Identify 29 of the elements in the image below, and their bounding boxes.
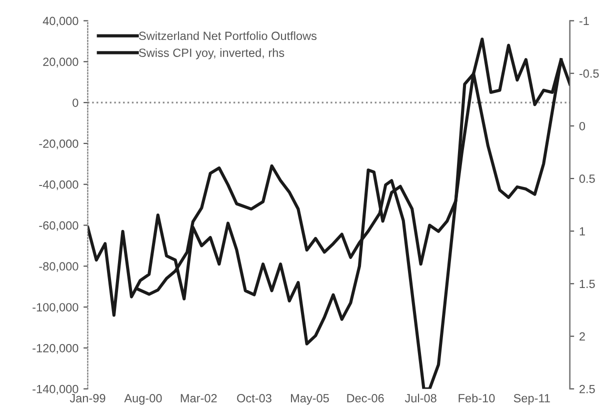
x-tick-label: Feb-10	[458, 394, 495, 402]
y-tick-label: -20,000	[39, 139, 78, 150]
y-tick-label: -80,000	[39, 262, 78, 272]
y-tick-label: -140,000	[32, 384, 78, 395]
legend-label: Swiss CPI yoy, inverted, rhs	[139, 48, 284, 60]
x-tick-label: Oct-03	[237, 394, 272, 402]
y-tick-label: -40,000	[39, 180, 78, 190]
y-tick-label: -120,000	[32, 344, 78, 354]
y2-tick-label: 2.5	[580, 384, 595, 394]
y2-tick-label: 1	[580, 227, 585, 236]
x-tick-label: Aug-00	[124, 394, 162, 405]
y2-tick-label: 0.5	[579, 174, 595, 183]
x-tick-label: Jul-08	[404, 394, 436, 402]
y2-tick-label: 1.5	[580, 280, 595, 288]
y-tick-label: 40,000	[42, 16, 78, 27]
x-tick-label: Mar-02	[180, 394, 217, 402]
y2-tick-label: 0	[579, 122, 586, 130]
x-tick-label: Dec-06	[347, 394, 384, 402]
y-tick-label: 20,000	[43, 58, 78, 68]
legend-label: Switzerland Net Portfolio Outflows	[139, 31, 317, 40]
y2-tick-label: -1	[579, 16, 589, 26]
y-tick-label: 0	[72, 98, 78, 107]
y2-tick-label: 2	[580, 332, 585, 341]
x-tick-label: Jan-99	[70, 394, 106, 402]
y-tick-label: -60,000	[39, 221, 78, 232]
x-tick-label: Sep-11	[514, 394, 550, 405]
x-tick-label: May-05	[291, 394, 329, 405]
y-tick-label: -100,000	[32, 303, 78, 313]
y2-tick-label: -0.5	[579, 69, 599, 78]
